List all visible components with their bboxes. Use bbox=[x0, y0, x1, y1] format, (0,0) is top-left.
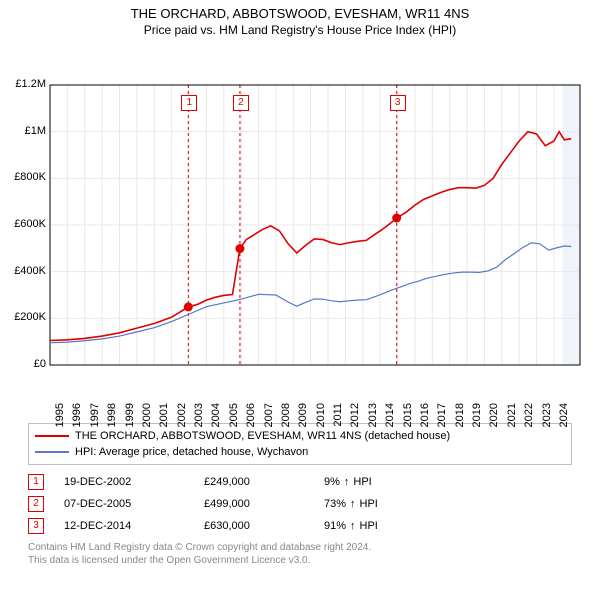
legend-swatch bbox=[35, 435, 69, 437]
x-axis-label: 2000 bbox=[141, 403, 153, 433]
x-axis-label: 1997 bbox=[89, 403, 101, 433]
x-axis-label: 2015 bbox=[402, 403, 414, 433]
attribution-line: This data is licensed under the Open Gov… bbox=[28, 554, 572, 567]
x-axis-label: 2011 bbox=[332, 403, 344, 433]
x-axis-label: 2003 bbox=[193, 403, 205, 433]
x-axis-label: 1999 bbox=[124, 403, 136, 433]
up-arrow-icon: ↑ bbox=[350, 520, 356, 532]
transaction-price: £249,000 bbox=[204, 476, 324, 488]
x-axis-label: 2006 bbox=[245, 403, 257, 433]
x-axis-label: 2017 bbox=[436, 403, 448, 433]
transaction-date: 07-DEC-2005 bbox=[64, 498, 204, 510]
x-axis-label: 2016 bbox=[419, 403, 431, 433]
chart-container: THE ORCHARD, ABBOTSWOOD, EVESHAM, WR11 4… bbox=[0, 0, 600, 590]
transaction-row: 2 07-DEC-2005£499,00073%↑HPI bbox=[28, 493, 572, 515]
x-axis-label: 2018 bbox=[454, 403, 466, 433]
x-axis-label: 2005 bbox=[228, 403, 240, 433]
transaction-marker-small: 1 bbox=[28, 474, 44, 490]
page-title: THE ORCHARD, ABBOTSWOOD, EVESHAM, WR11 4… bbox=[0, 0, 600, 21]
attribution-line: Contains HM Land Registry data © Crown c… bbox=[28, 541, 572, 554]
y-axis-label: £1.2M bbox=[6, 78, 46, 90]
y-axis-label: £1M bbox=[6, 125, 46, 137]
legend-label: HPI: Average price, detached house, Wych… bbox=[75, 444, 308, 460]
x-axis-label: 2007 bbox=[263, 403, 275, 433]
page-subtitle: Price paid vs. HM Land Registry's House … bbox=[0, 21, 600, 37]
attribution: Contains HM Land Registry data © Crown c… bbox=[28, 541, 572, 567]
y-axis-label: £0 bbox=[6, 358, 46, 370]
line-chart: £0£200K£400K£600K£800K£1M£1.2M1995199619… bbox=[0, 37, 600, 415]
x-axis-label: 2010 bbox=[315, 403, 327, 433]
x-axis-label: 2014 bbox=[384, 403, 396, 433]
y-axis-label: £600K bbox=[6, 218, 46, 230]
x-axis-label: 1998 bbox=[106, 403, 118, 433]
x-axis-label: 2001 bbox=[158, 403, 170, 433]
transaction-price: £499,000 bbox=[204, 498, 324, 510]
transaction-pct: 73%↑HPI bbox=[324, 498, 378, 510]
transaction-marker: 2 bbox=[233, 95, 249, 111]
transaction-marker: 1 bbox=[181, 95, 197, 111]
y-axis-label: £800K bbox=[6, 171, 46, 183]
x-axis-label: 2023 bbox=[541, 403, 553, 433]
x-axis-label: 2008 bbox=[280, 403, 292, 433]
x-axis-label: 2022 bbox=[523, 403, 535, 433]
legend-item: HPI: Average price, detached house, Wych… bbox=[35, 444, 565, 460]
x-axis-label: 1995 bbox=[54, 403, 66, 433]
x-axis-label: 1996 bbox=[71, 403, 83, 433]
x-axis-label: 2024 bbox=[558, 403, 570, 433]
transaction-date: 19-DEC-2002 bbox=[64, 476, 204, 488]
transaction-row: 1 19-DEC-2002£249,0009%↑HPI bbox=[28, 471, 572, 493]
up-arrow-icon: ↑ bbox=[350, 498, 356, 510]
x-axis-label: 2019 bbox=[471, 403, 483, 433]
x-axis-label: 2009 bbox=[297, 403, 309, 433]
transaction-pct: 9%↑HPI bbox=[324, 476, 372, 488]
x-axis-label: 2012 bbox=[349, 403, 361, 433]
y-axis-label: £400K bbox=[6, 265, 46, 277]
transaction-marker-small: 3 bbox=[28, 518, 44, 534]
x-axis-label: 2021 bbox=[506, 403, 518, 433]
x-axis-label: 2020 bbox=[488, 403, 500, 433]
transaction-price: £630,000 bbox=[204, 520, 324, 532]
y-axis-label: £200K bbox=[6, 311, 46, 323]
transaction-marker: 3 bbox=[390, 95, 406, 111]
transaction-row: 3 12-DEC-2014£630,00091%↑HPI bbox=[28, 515, 572, 537]
transaction-date: 12-DEC-2014 bbox=[64, 520, 204, 532]
legend-swatch bbox=[35, 451, 69, 453]
up-arrow-icon: ↑ bbox=[344, 476, 350, 488]
x-axis-label: 2004 bbox=[210, 403, 222, 433]
transactions-table: 1 19-DEC-2002£249,0009%↑HPI 2 07-DEC-2005£4… bbox=[28, 471, 572, 537]
x-axis-label: 2013 bbox=[367, 403, 379, 433]
x-axis-label: 2002 bbox=[176, 403, 188, 433]
transaction-pct: 91%↑HPI bbox=[324, 520, 378, 532]
transaction-marker-small: 2 bbox=[28, 496, 44, 512]
